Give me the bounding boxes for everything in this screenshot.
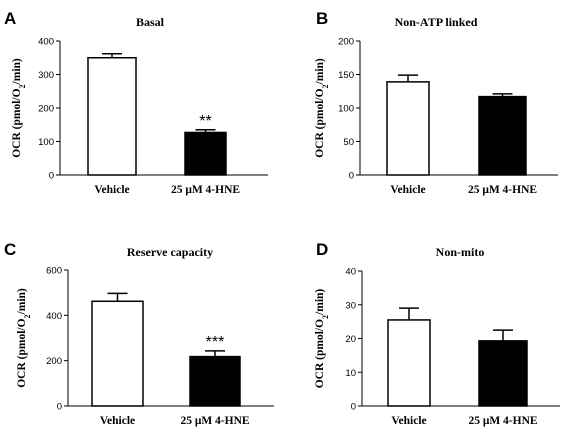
y-tick-label: 200: [46, 356, 62, 367]
y-tick-label: 200: [338, 37, 354, 48]
y-tick-label: 0: [49, 171, 54, 182]
bar: [478, 340, 528, 407]
panel-letter: B: [316, 9, 328, 28]
panel-b: B Non-ATP linked 0 50 100 150 200 OCR (pmol/O2/…: [314, 9, 558, 196]
y-axis-label-part: OCR (pmol/O: [16, 318, 28, 387]
y-axis-label-part: /min): [11, 58, 23, 85]
y-tick-label: 0: [57, 402, 62, 413]
bar: [87, 57, 137, 176]
y-tick-label: 150: [338, 70, 354, 81]
bar: [184, 131, 227, 176]
y-axis-label-part: /min): [314, 289, 326, 316]
y-tick-label: 50: [343, 137, 354, 148]
y-axis-label-part: OCR (pmol/O: [314, 319, 326, 388]
chart-title: Non-ATP linked: [395, 15, 478, 29]
category-label: Vehicle: [391, 415, 426, 427]
y-tick-label: 600: [46, 266, 62, 277]
bar: [91, 300, 144, 407]
bar: [478, 95, 527, 176]
y-tick-label: 30: [345, 300, 356, 311]
category-label: Vehicle: [100, 415, 135, 427]
y-axis-label: OCR (pmol/O2/min): [314, 289, 330, 389]
panel-letter: D: [316, 240, 328, 259]
category-label: Vehicle: [390, 184, 425, 196]
y-tick-label: 300: [38, 70, 54, 81]
category-label: 25 μM 4-HNE: [180, 415, 249, 427]
panel-letter: A: [4, 9, 16, 28]
significance-label: **: [199, 113, 211, 130]
panel-letter: C: [4, 240, 16, 259]
category-label: Vehicle: [94, 184, 129, 196]
y-axis-label-part: /min): [16, 288, 28, 315]
y-tick-label: 400: [38, 37, 54, 48]
significance-label: ***: [206, 334, 225, 351]
y-tick-label: 100: [38, 137, 54, 148]
y-tick-label: 0: [351, 402, 356, 413]
y-tick-label: 0: [349, 171, 354, 182]
y-axis-label-subscript: 2: [321, 315, 330, 319]
y-axis-label-subscript: 2: [18, 84, 27, 88]
y-axis-label-part: OCR (pmol/O: [314, 88, 326, 157]
y-axis-label-subscript: 2: [321, 84, 330, 88]
y-axis-label: OCR (pmol/O2/min): [314, 58, 330, 158]
y-axis-label-part: /min): [314, 58, 326, 85]
y-tick-label: 400: [46, 311, 62, 322]
y-tick-label: 10: [345, 368, 356, 379]
chart-title: Reserve capacity: [127, 245, 213, 259]
panel-a: A Basal 0 100 200 300 400 OCR (pmol/O2/min) Vehi…: [4, 9, 268, 196]
y-tick-label: 40: [345, 267, 356, 278]
y-tick-label: 20: [345, 334, 356, 345]
category-label: 25 μM 4-HNE: [468, 184, 537, 196]
y-axis-label-part: OCR (pmol/O: [11, 88, 23, 157]
bar: [387, 319, 431, 407]
bar: [189, 355, 241, 407]
chart-title: Basal: [136, 15, 165, 29]
panel-d: D Non-mito 0 10 20 30 40 OCR (pmol/O2/min) Vehic…: [314, 240, 560, 427]
y-axis-label-subscript: 2: [23, 314, 32, 318]
bar: [386, 81, 430, 176]
y-axis-label: OCR (pmol/O2/min): [16, 288, 32, 388]
category-label: 25 μM 4-HNE: [468, 415, 537, 427]
panel-c: C Reserve capacity 0 200 400 600 OCR (pmol/O2/…: [4, 240, 274, 427]
category-label: 25 μM 4-HNE: [171, 184, 240, 196]
y-tick-label: 100: [338, 104, 354, 115]
y-axis-label: OCR (pmol/O2/min): [11, 58, 27, 158]
chart-title: Non-mito: [436, 245, 485, 259]
y-tick-label: 200: [38, 104, 54, 115]
